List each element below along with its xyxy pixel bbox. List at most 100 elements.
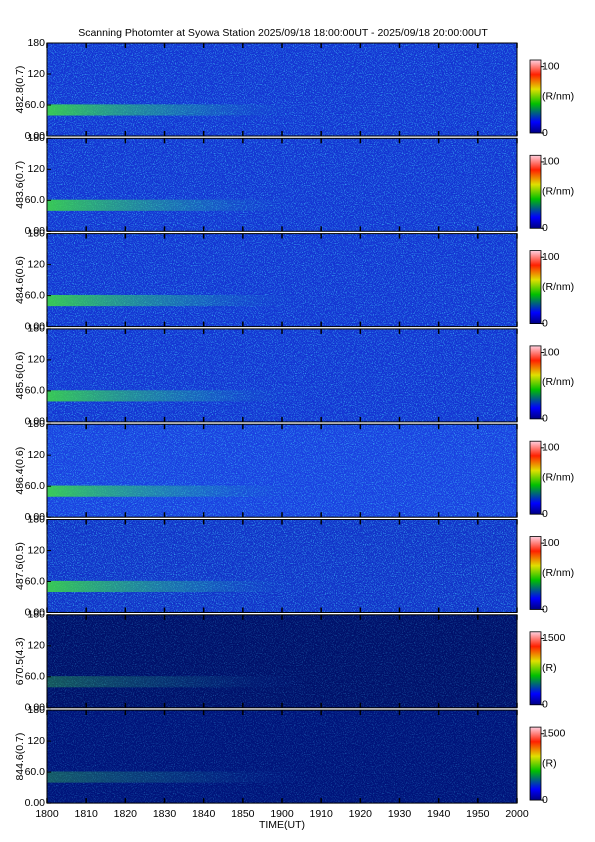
heatmap-band bbox=[47, 199, 306, 211]
colorbar-label: (R/nm) bbox=[542, 281, 574, 293]
x-tick-label: 2000 bbox=[505, 808, 529, 820]
colorbar-label: (R/nm) bbox=[542, 471, 574, 483]
colorbar-tick-label: 0 bbox=[542, 508, 548, 520]
heatmap-noise bbox=[47, 424, 517, 518]
colorbar-tick-label: 0 bbox=[542, 413, 548, 425]
y-tick-label: 0.00 bbox=[25, 320, 46, 332]
heatmap-band bbox=[47, 580, 306, 593]
x-tick-label: 1800 bbox=[35, 808, 59, 820]
colorbar-tick-label: 100 bbox=[542, 251, 560, 263]
x-tick-label: 1920 bbox=[349, 808, 373, 820]
x-tick-label: 1940 bbox=[427, 808, 451, 820]
heatmap-band bbox=[47, 771, 306, 783]
x-axis-label: TIME(UT) bbox=[259, 819, 305, 831]
y-axis-label: 485.6(0.6) bbox=[14, 351, 26, 399]
heatmap-band bbox=[47, 485, 306, 497]
y-axis-label: 482.8(0.7) bbox=[14, 66, 26, 114]
y-tick-label: 60.0 bbox=[25, 194, 46, 206]
colorbar bbox=[529, 440, 542, 515]
y-tick-label: 0.00 bbox=[25, 130, 46, 142]
colorbar-tick-label: 100 bbox=[542, 537, 560, 549]
colorbar bbox=[529, 345, 542, 420]
colorbar-label: (R/nm) bbox=[542, 376, 574, 388]
colorbar-tick-label: 0 bbox=[542, 317, 548, 329]
colorbar-tick-label: 100 bbox=[542, 156, 560, 168]
y-tick-label: 120 bbox=[27, 449, 45, 461]
heatmap-noise bbox=[47, 614, 517, 708]
y-tick-label: 60.0 bbox=[25, 289, 46, 301]
y-axis-label: 670.5(4.3) bbox=[14, 637, 26, 685]
colorbar-tick-label: 100 bbox=[542, 346, 560, 358]
x-tick-label: 1820 bbox=[114, 808, 138, 820]
x-tick-label: 1950 bbox=[466, 808, 490, 820]
colorbar-tick-label: 100 bbox=[542, 60, 560, 72]
colorbar bbox=[529, 59, 542, 134]
y-axis-label: 844.6(0.7) bbox=[14, 733, 26, 781]
y-tick-label: 180 bbox=[27, 609, 45, 621]
colorbar-label: (R/nm) bbox=[542, 90, 574, 102]
colorbar bbox=[529, 154, 542, 229]
heatmap-band bbox=[47, 390, 306, 402]
heatmap-band bbox=[47, 676, 306, 688]
y-tick-label: 0.00 bbox=[25, 416, 46, 428]
y-tick-label: 120 bbox=[27, 163, 45, 175]
y-tick-label: 0.00 bbox=[25, 511, 46, 523]
colorbar bbox=[529, 536, 542, 610]
heatmap-band bbox=[47, 294, 306, 307]
heatmap-band bbox=[47, 104, 306, 116]
y-tick-label: 120 bbox=[27, 640, 45, 652]
colorbar-tick-label: 0 bbox=[542, 699, 548, 711]
y-tick-label: 120 bbox=[27, 68, 45, 80]
x-tick-label: 1830 bbox=[153, 808, 177, 820]
y-tick-label: 60.0 bbox=[25, 480, 46, 492]
y-tick-label: 180 bbox=[27, 37, 45, 49]
x-tick-label: 1910 bbox=[309, 808, 333, 820]
y-tick-label: 180 bbox=[27, 418, 45, 430]
y-tick-label: 0.00 bbox=[25, 225, 46, 237]
heatmap-noise bbox=[47, 519, 517, 613]
y-tick-label: 120 bbox=[27, 735, 45, 747]
y-tick-label: 0.00 bbox=[25, 702, 46, 714]
y-axis-label: 486.4(0.6) bbox=[14, 447, 26, 495]
heatmap-noise bbox=[47, 328, 517, 422]
y-tick-label: 180 bbox=[27, 132, 45, 144]
y-tick-label: 60.0 bbox=[25, 575, 46, 587]
y-axis-label: 483.6(0.7) bbox=[14, 161, 26, 209]
colorbar-label: (R/nm) bbox=[542, 186, 574, 198]
colorbar-tick-label: 1500 bbox=[542, 632, 566, 644]
y-tick-label: 180 bbox=[27, 323, 45, 335]
colorbar-label: (R) bbox=[542, 662, 557, 674]
x-tick-label: 1900 bbox=[270, 808, 294, 820]
heatmap-noise bbox=[47, 43, 517, 136]
colorbar-tick-label: 100 bbox=[542, 442, 560, 454]
x-tick-label: 1930 bbox=[388, 808, 412, 820]
y-tick-label: 120 bbox=[27, 544, 45, 556]
y-tick-label: 180 bbox=[27, 227, 45, 239]
x-tick-label: 1810 bbox=[74, 808, 98, 820]
y-tick-label: 60.0 bbox=[25, 99, 46, 111]
chart-title: Scanning Photomter at Syowa Station 2025… bbox=[78, 27, 488, 39]
y-axis-label: 484.6(0.6) bbox=[14, 256, 26, 304]
heatmap-noise bbox=[47, 233, 517, 327]
colorbar-tick-label: 0 bbox=[542, 222, 548, 234]
y-tick-label: 0.00 bbox=[25, 797, 46, 809]
y-tick-label: 180 bbox=[27, 513, 45, 525]
y-tick-label: 60.0 bbox=[25, 385, 46, 397]
colorbar-label: (R/nm) bbox=[542, 567, 574, 579]
colorbar-tick-label: 0 bbox=[542, 794, 548, 806]
heatmap-noise bbox=[47, 138, 517, 232]
y-tick-label: 120 bbox=[27, 354, 45, 366]
colorbar bbox=[529, 726, 542, 801]
colorbar bbox=[529, 631, 542, 706]
heatmap-noise bbox=[47, 710, 517, 804]
colorbar-tick-label: 0 bbox=[542, 127, 548, 139]
y-tick-label: 60.0 bbox=[25, 671, 46, 683]
colorbar-tick-label: 1500 bbox=[542, 728, 566, 740]
colorbar-label: (R) bbox=[542, 757, 557, 769]
x-tick-label: 1850 bbox=[231, 808, 255, 820]
y-tick-label: 60.0 bbox=[25, 766, 46, 778]
x-tick-label: 1840 bbox=[192, 808, 216, 820]
y-tick-label: 180 bbox=[27, 704, 45, 716]
